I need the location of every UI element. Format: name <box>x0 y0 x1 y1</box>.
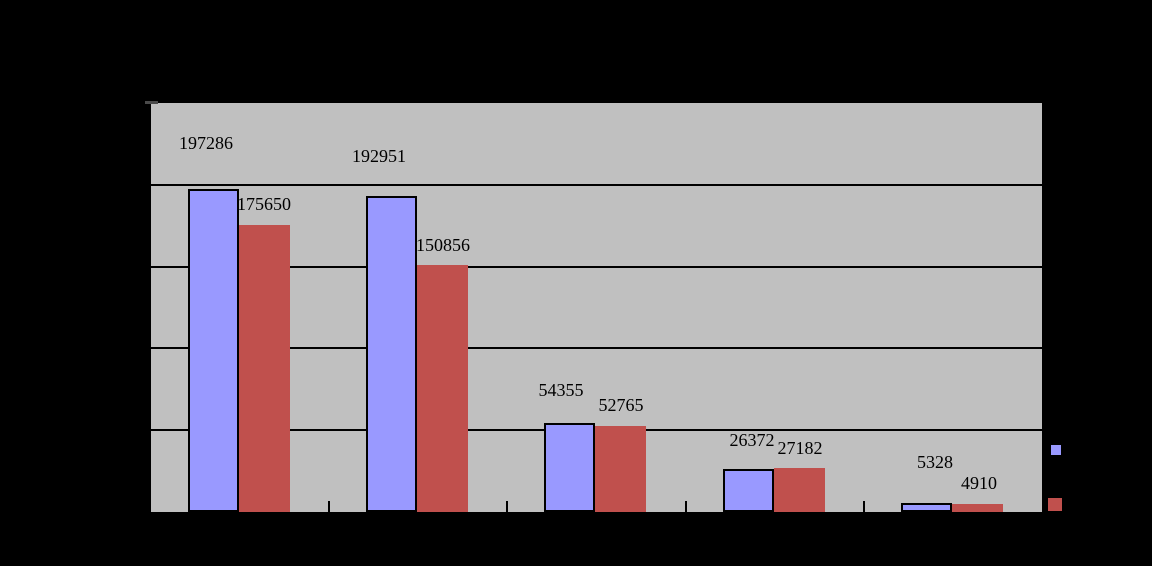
data-label-series1-cat1: 197286 <box>179 133 233 153</box>
bar-series1-cat3 <box>544 423 595 512</box>
bar-series2-cat1 <box>239 225 290 512</box>
data-label-series2-cat1: 175650 <box>237 194 291 214</box>
gridline-1 <box>151 184 1042 186</box>
data-label-series1-cat4: 26372 <box>729 430 775 450</box>
y-axis-top-tick <box>145 101 158 104</box>
y-axis-line <box>149 102 151 516</box>
bar-series1-cat1 <box>188 189 239 512</box>
data-label-series2-cat3: 52765 <box>598 395 644 415</box>
x-axis-tick-1 <box>328 501 330 512</box>
bar-series1-cat5 <box>901 503 952 512</box>
x-axis-tick-4 <box>863 501 865 512</box>
data-label-series2-cat4: 27182 <box>777 438 823 458</box>
bar-series1-cat2 <box>366 196 417 512</box>
bar-series2-cat4 <box>774 468 825 512</box>
legend-key-series-2 <box>1048 498 1062 511</box>
data-label-series1-cat3: 54355 <box>538 380 584 400</box>
bar-series1-cat4 <box>723 469 774 512</box>
data-label-series2-cat5: 4910 <box>961 473 997 493</box>
x-axis-line <box>149 512 1042 516</box>
bar-series2-cat5 <box>952 504 1003 512</box>
data-label-series1-cat2: 192951 <box>352 146 406 166</box>
x-axis-tick-3 <box>685 501 687 512</box>
x-axis-tick-2 <box>506 501 508 512</box>
legend-key-series-1 <box>1050 444 1062 456</box>
gridline-3 <box>151 347 1042 349</box>
data-label-series2-cat2: 150856 <box>416 235 470 255</box>
plot-area <box>151 103 1042 512</box>
bar-series2-cat3 <box>595 426 646 512</box>
gridline-2 <box>151 266 1042 268</box>
bar-series2-cat2 <box>417 265 468 512</box>
data-label-series1-cat5: 5328 <box>917 452 953 472</box>
